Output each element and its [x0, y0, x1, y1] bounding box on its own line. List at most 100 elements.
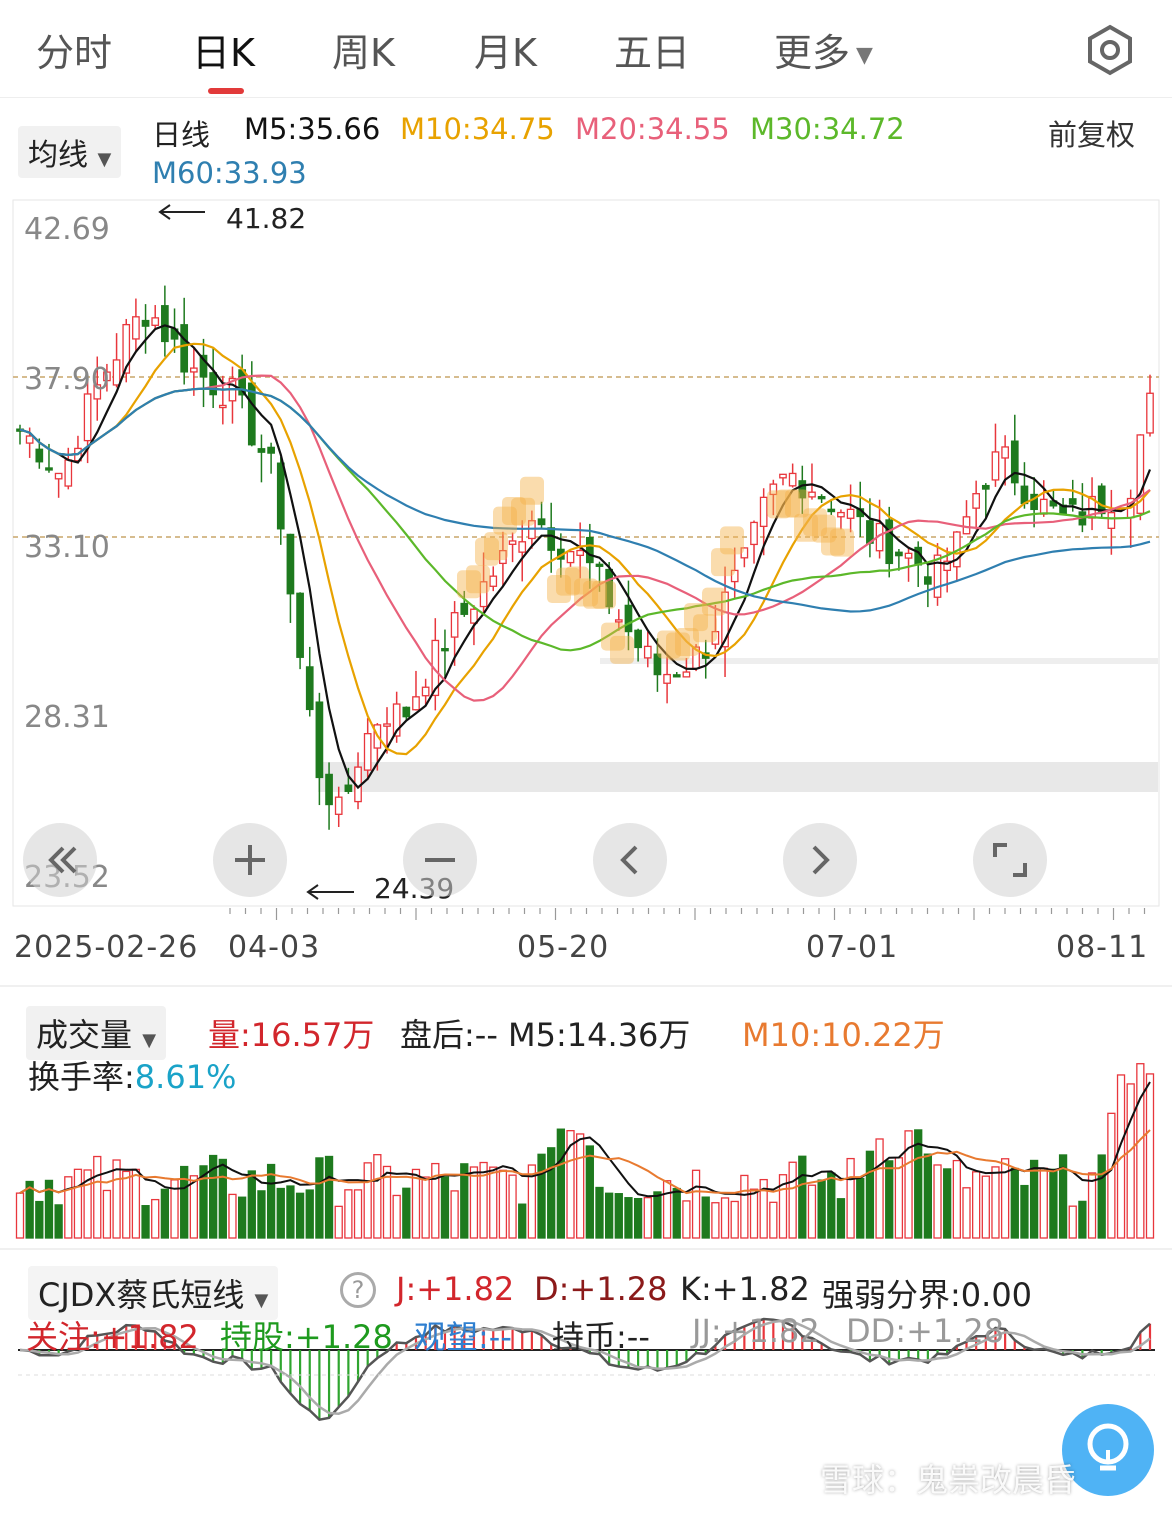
volume-bar — [672, 1187, 681, 1239]
price-label-4: 28.31 — [24, 700, 110, 735]
candle-body — [788, 472, 797, 487]
td-badge — [776, 489, 800, 518]
support-zone-band — [318, 762, 1158, 792]
td-badge — [693, 614, 717, 643]
td-badge — [711, 548, 735, 577]
candle-body — [981, 484, 990, 490]
candle-body — [460, 602, 469, 615]
cjdx-line — [19, 1319, 1151, 1415]
candle-body — [672, 674, 681, 678]
tab-daily-k[interactable]: 日K — [192, 31, 255, 75]
low-arrow-head — [306, 884, 319, 900]
volume-bar — [1087, 1172, 1097, 1239]
volume-bar — [798, 1155, 807, 1239]
indicator-selector-ma[interactable]: 均线 ▼ — [18, 126, 122, 178]
volume-bar — [518, 1203, 527, 1239]
tab-monthly-k[interactable]: 月K — [474, 31, 537, 75]
volume-bar — [64, 1176, 73, 1239]
volume-bar — [1029, 1159, 1039, 1239]
candle-body — [972, 493, 981, 509]
resistance-zone-band — [600, 658, 1158, 664]
volume-bar — [363, 1162, 372, 1239]
volume-bar — [141, 1205, 150, 1239]
zoom-in-button[interactable] — [213, 823, 287, 897]
candle-body — [1136, 434, 1145, 514]
volume-bar — [633, 1197, 643, 1239]
ma5-value: M5:35.66 — [244, 112, 381, 146]
caret-down-icon: ▼ — [97, 149, 112, 170]
candle-body — [846, 508, 855, 519]
cjdx-watch: 关注:+1.82 — [26, 1318, 199, 1356]
assistant-floating-button[interactable] — [1062, 1404, 1154, 1496]
volume-bar — [904, 1130, 913, 1239]
tab-more[interactable]: 更多 ▼ — [774, 22, 873, 77]
ma60-value: M60:33.93 — [152, 156, 307, 190]
volume-bar — [353, 1189, 363, 1239]
volume-bar — [131, 1168, 141, 1239]
volume-bar — [315, 1157, 324, 1239]
zoom-out-button[interactable] — [403, 823, 477, 897]
volume-bar — [643, 1196, 652, 1239]
ma20-value: M20:34.55 — [575, 112, 730, 146]
volume-bar — [769, 1201, 778, 1239]
watermark-text: 雪球：鬼祟改晨昏 — [820, 1461, 1077, 1499]
help-icon[interactable]: ? — [340, 1272, 376, 1308]
td-badge — [466, 565, 490, 594]
fullscreen-button[interactable] — [973, 823, 1047, 897]
volume-bar — [1049, 1168, 1058, 1239]
scroll-left-button[interactable] — [593, 823, 667, 897]
volume-bar — [180, 1165, 189, 1239]
volume-bar — [122, 1170, 131, 1239]
candle-body — [537, 518, 546, 526]
volume-bar — [885, 1160, 894, 1239]
volume-bar — [93, 1155, 102, 1239]
volume-bar — [914, 1129, 923, 1239]
volume-bar — [952, 1159, 961, 1239]
high-price-label: 41.82 — [226, 202, 307, 235]
date-label-start: 2025-02-26 — [14, 930, 199, 965]
settings-gear-icon[interactable] — [1084, 24, 1136, 76]
tab-intraday[interactable]: 分时 — [36, 31, 113, 75]
candle-body — [54, 472, 63, 480]
candle-body — [189, 367, 198, 373]
td-badge — [657, 630, 681, 659]
volume-bar — [875, 1138, 884, 1239]
candle-body — [180, 324, 189, 373]
volume-bar — [160, 1188, 170, 1239]
candle-body — [895, 551, 903, 557]
candle-body — [363, 733, 372, 771]
adjust-mode-button[interactable]: 前复权 — [1048, 118, 1136, 152]
volume-bar — [1020, 1184, 1029, 1239]
volume-bar — [450, 1190, 459, 1239]
volume-bar — [595, 1186, 604, 1239]
td-badge — [565, 566, 589, 595]
volume-bar — [479, 1161, 488, 1239]
volume-bar — [15, 1192, 25, 1239]
candle-body — [730, 569, 739, 583]
volume-bar — [624, 1197, 633, 1239]
zoom-out-far-button[interactable] — [23, 823, 97, 897]
cjdx-coin: 持币:-- — [552, 1318, 650, 1356]
candle-body — [1068, 498, 1077, 505]
scroll-right-button[interactable] — [783, 823, 857, 897]
cjdx-selector[interactable]: CJDX蔡氏短线 ▼ — [28, 1266, 279, 1320]
volume-bar — [402, 1187, 411, 1239]
volume-selector[interactable]: 成交量 ▼ — [26, 1006, 167, 1060]
volume-bar — [1097, 1154, 1106, 1239]
candle-body — [1020, 485, 1029, 505]
volume-bar — [305, 1189, 314, 1239]
high-arrow-head — [158, 204, 171, 220]
caret-down-icon: ▼ — [254, 1290, 269, 1311]
tab-weekly-k[interactable]: 周K — [332, 31, 395, 75]
caret-down-icon: ▼ — [142, 1030, 157, 1051]
volume-bar — [856, 1177, 865, 1239]
volume-bar — [865, 1150, 875, 1239]
volume-bar — [373, 1154, 382, 1239]
candle-body — [276, 462, 285, 530]
volume-bar — [199, 1165, 208, 1239]
volume-bar — [324, 1155, 334, 1239]
tab-five-day[interactable]: 五日 — [614, 31, 691, 75]
td-badge — [574, 578, 598, 607]
volume-ma-line — [19, 1129, 1151, 1195]
